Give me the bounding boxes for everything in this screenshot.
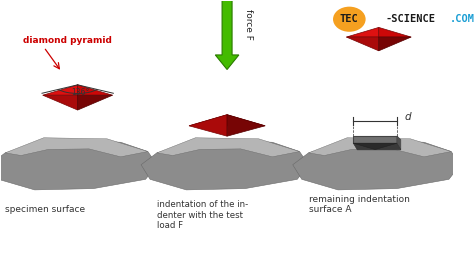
Ellipse shape xyxy=(333,7,365,32)
Polygon shape xyxy=(346,37,379,51)
Text: diamond pyramid: diamond pyramid xyxy=(23,36,112,45)
Text: specimen surface: specimen surface xyxy=(5,205,85,214)
Polygon shape xyxy=(354,136,397,143)
Polygon shape xyxy=(189,115,227,136)
Text: force F: force F xyxy=(244,9,253,40)
Polygon shape xyxy=(346,27,379,37)
FancyArrow shape xyxy=(215,0,239,69)
Text: 136°: 136° xyxy=(71,88,89,97)
Text: .COM: .COM xyxy=(450,14,474,24)
Polygon shape xyxy=(141,140,309,190)
Text: remaining indentation
surface A: remaining indentation surface A xyxy=(309,195,410,214)
Polygon shape xyxy=(354,143,397,149)
Polygon shape xyxy=(157,138,300,157)
Polygon shape xyxy=(397,136,401,150)
Polygon shape xyxy=(354,143,401,150)
Text: TEC: TEC xyxy=(340,14,359,24)
Polygon shape xyxy=(0,140,157,190)
Polygon shape xyxy=(379,37,411,51)
Text: -SCIENCE: -SCIENCE xyxy=(385,14,436,24)
Text: d: d xyxy=(405,112,411,122)
Text: indentation of the in-
denter with the test
load F: indentation of the in- denter with the t… xyxy=(157,201,248,230)
Polygon shape xyxy=(189,115,265,126)
Polygon shape xyxy=(43,95,78,110)
Polygon shape xyxy=(293,140,460,190)
Polygon shape xyxy=(227,115,265,136)
Polygon shape xyxy=(5,138,148,157)
Polygon shape xyxy=(309,138,451,157)
Polygon shape xyxy=(78,95,112,110)
Polygon shape xyxy=(379,27,411,37)
Polygon shape xyxy=(78,85,112,95)
Polygon shape xyxy=(43,85,78,95)
